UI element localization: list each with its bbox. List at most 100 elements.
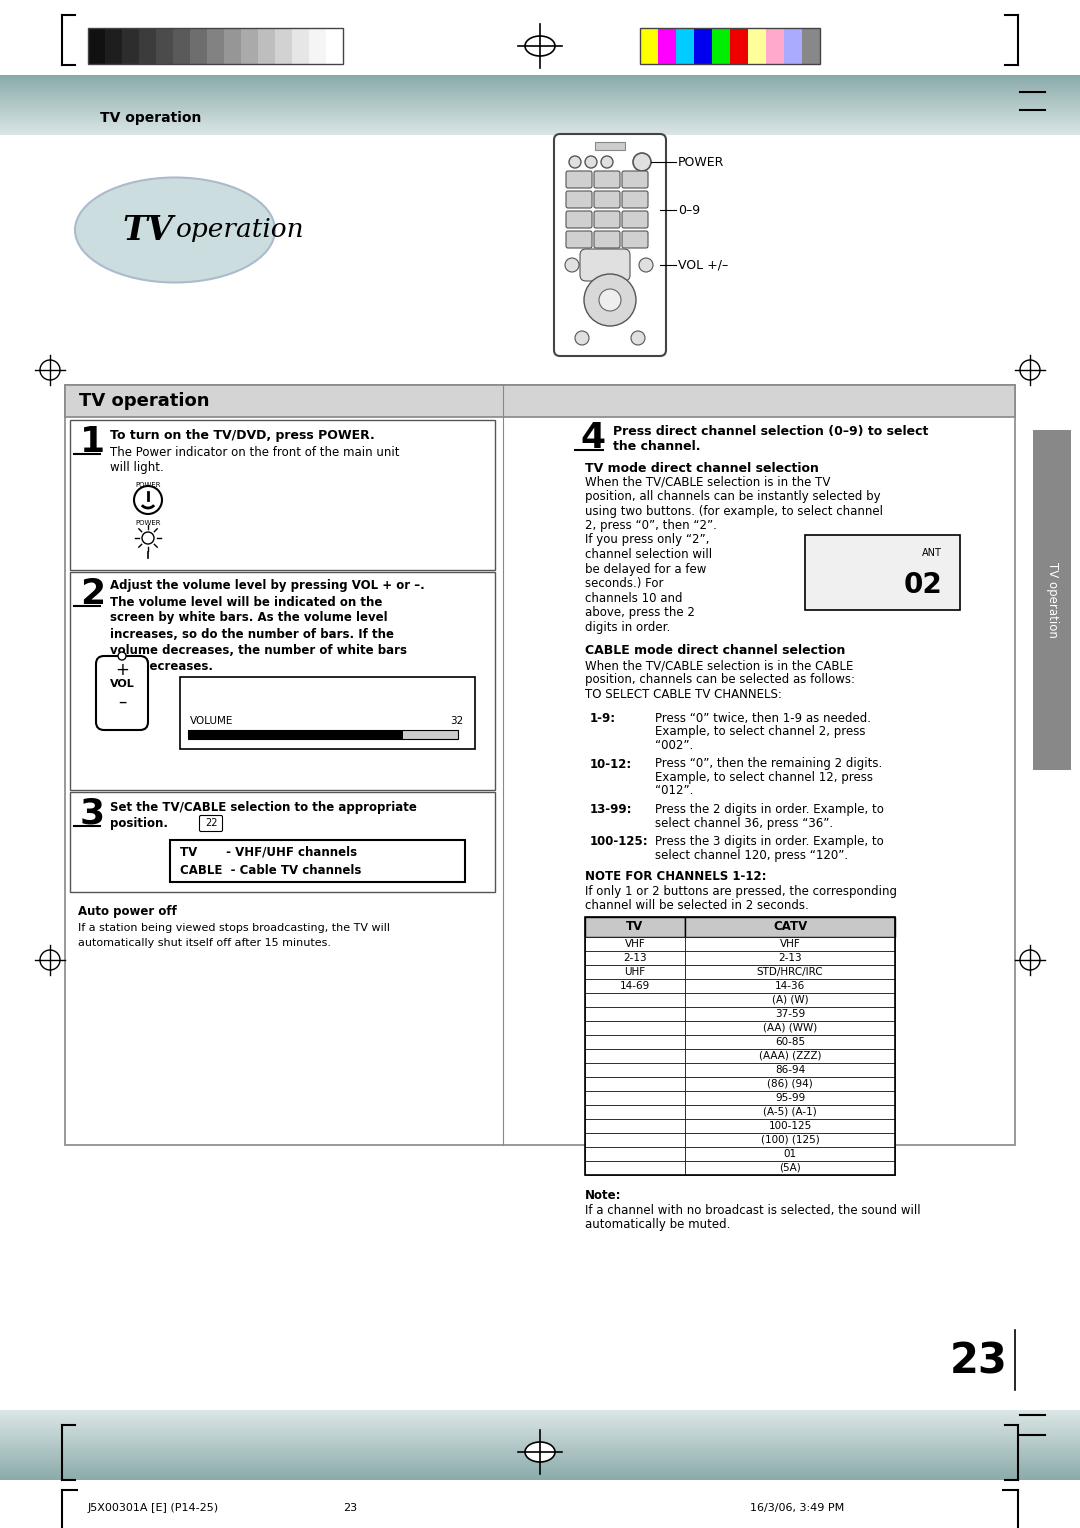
Text: 100-125:: 100-125:	[590, 834, 649, 848]
FancyBboxPatch shape	[585, 1050, 685, 1063]
Text: TV       - VHF/UHF channels: TV - VHF/UHF channels	[180, 845, 357, 859]
FancyBboxPatch shape	[805, 535, 960, 610]
FancyBboxPatch shape	[748, 28, 766, 64]
FancyBboxPatch shape	[292, 28, 309, 64]
Text: 4: 4	[580, 422, 605, 455]
Text: automatically be muted.: automatically be muted.	[585, 1218, 730, 1232]
Text: 13-99:: 13-99:	[590, 804, 633, 816]
FancyBboxPatch shape	[585, 979, 685, 993]
FancyBboxPatch shape	[685, 966, 895, 979]
Text: the channel.: the channel.	[613, 440, 701, 454]
Text: position.: position.	[110, 816, 168, 830]
Text: –: –	[118, 694, 126, 711]
FancyBboxPatch shape	[730, 28, 748, 64]
FancyBboxPatch shape	[326, 28, 343, 64]
Text: 37-59: 37-59	[774, 1008, 805, 1019]
Text: 2: 2	[80, 578, 105, 611]
Text: 3: 3	[80, 798, 105, 831]
Text: channels 10 and: channels 10 and	[585, 591, 683, 605]
Text: position, channels can be selected as follows:: position, channels can be selected as fo…	[585, 674, 855, 686]
Text: 100-125: 100-125	[768, 1122, 812, 1131]
FancyBboxPatch shape	[685, 917, 895, 937]
FancyBboxPatch shape	[173, 28, 190, 64]
FancyBboxPatch shape	[70, 571, 495, 790]
Text: TV operation: TV operation	[100, 112, 201, 125]
Text: To turn on the TV/DVD, press POWER.: To turn on the TV/DVD, press POWER.	[110, 429, 375, 443]
FancyBboxPatch shape	[585, 1105, 685, 1118]
Ellipse shape	[75, 177, 275, 283]
Text: (100) (125): (100) (125)	[760, 1135, 820, 1144]
FancyBboxPatch shape	[580, 249, 630, 281]
FancyBboxPatch shape	[585, 1091, 685, 1105]
FancyBboxPatch shape	[188, 730, 403, 740]
Text: VOLUME: VOLUME	[190, 717, 233, 726]
Text: If a station being viewed stops broadcasting, the TV will: If a station being viewed stops broadcas…	[78, 923, 390, 934]
FancyBboxPatch shape	[585, 937, 685, 950]
Text: 2, press “0”, then “2”.: 2, press “0”, then “2”.	[585, 520, 717, 532]
FancyBboxPatch shape	[180, 677, 475, 749]
Text: POWER: POWER	[135, 520, 161, 526]
Ellipse shape	[525, 37, 555, 57]
FancyBboxPatch shape	[566, 191, 592, 208]
Circle shape	[600, 156, 613, 168]
Text: 14-69: 14-69	[620, 981, 650, 992]
FancyBboxPatch shape	[622, 231, 648, 248]
FancyBboxPatch shape	[685, 1063, 895, 1077]
Text: 22: 22	[205, 819, 217, 828]
Circle shape	[569, 156, 581, 168]
Text: VHF: VHF	[624, 940, 646, 949]
FancyBboxPatch shape	[585, 993, 685, 1007]
Text: Adjust the volume level by pressing VOL + or –.: Adjust the volume level by pressing VOL …	[110, 579, 424, 593]
FancyBboxPatch shape	[585, 1148, 685, 1161]
FancyBboxPatch shape	[676, 28, 694, 64]
FancyBboxPatch shape	[594, 211, 620, 228]
FancyBboxPatch shape	[622, 171, 648, 188]
Text: automatically shut itself off after 15 minutes.: automatically shut itself off after 15 m…	[78, 938, 330, 947]
FancyBboxPatch shape	[585, 1034, 685, 1050]
FancyBboxPatch shape	[585, 950, 685, 966]
Text: 10-12:: 10-12:	[590, 758, 632, 770]
Text: The volume level will be indicated on the: The volume level will be indicated on th…	[110, 596, 382, 608]
FancyBboxPatch shape	[685, 1077, 895, 1091]
FancyBboxPatch shape	[802, 28, 820, 64]
Ellipse shape	[525, 1442, 555, 1462]
FancyBboxPatch shape	[585, 1063, 685, 1077]
Text: (AAA) (ZZZ): (AAA) (ZZZ)	[759, 1051, 821, 1060]
Circle shape	[599, 289, 621, 312]
FancyBboxPatch shape	[685, 1034, 895, 1050]
Text: VHF: VHF	[780, 940, 800, 949]
Text: increases, so do the number of bars. If the: increases, so do the number of bars. If …	[110, 628, 394, 640]
Circle shape	[584, 274, 636, 325]
Circle shape	[565, 258, 579, 272]
FancyBboxPatch shape	[309, 28, 326, 64]
Text: (AA) (WW): (AA) (WW)	[762, 1024, 818, 1033]
Circle shape	[639, 258, 653, 272]
Text: Press “0” twice, then 1-9 as needed.: Press “0” twice, then 1-9 as needed.	[654, 712, 870, 724]
Text: 60-85: 60-85	[775, 1038, 805, 1047]
FancyBboxPatch shape	[70, 792, 495, 892]
Text: TV mode direct channel selection: TV mode direct channel selection	[585, 461, 819, 475]
Text: Auto power off: Auto power off	[78, 906, 177, 918]
Text: digits in order.: digits in order.	[585, 620, 671, 634]
FancyBboxPatch shape	[585, 1118, 685, 1132]
Text: channel will be selected in 2 seconds.: channel will be selected in 2 seconds.	[585, 898, 809, 912]
Circle shape	[633, 153, 651, 171]
FancyBboxPatch shape	[685, 1161, 895, 1175]
FancyBboxPatch shape	[585, 1132, 685, 1148]
FancyBboxPatch shape	[712, 28, 730, 64]
Circle shape	[575, 332, 589, 345]
FancyBboxPatch shape	[190, 28, 207, 64]
FancyBboxPatch shape	[170, 840, 465, 882]
FancyBboxPatch shape	[685, 1091, 895, 1105]
FancyBboxPatch shape	[622, 191, 648, 208]
FancyBboxPatch shape	[105, 28, 122, 64]
FancyBboxPatch shape	[96, 656, 148, 730]
Text: 0–9: 0–9	[678, 203, 700, 217]
Text: When the TV/CABLE selection is in the CABLE: When the TV/CABLE selection is in the CA…	[585, 660, 853, 672]
Text: When the TV/CABLE selection is in the TV: When the TV/CABLE selection is in the TV	[585, 475, 831, 489]
Text: ANT: ANT	[922, 549, 942, 558]
FancyBboxPatch shape	[685, 1050, 895, 1063]
Text: J5X00301A [E] (P14-25): J5X00301A [E] (P14-25)	[87, 1504, 219, 1513]
Text: 16/3/06, 3:49 PM: 16/3/06, 3:49 PM	[750, 1504, 845, 1513]
Text: (86) (94): (86) (94)	[767, 1079, 813, 1089]
